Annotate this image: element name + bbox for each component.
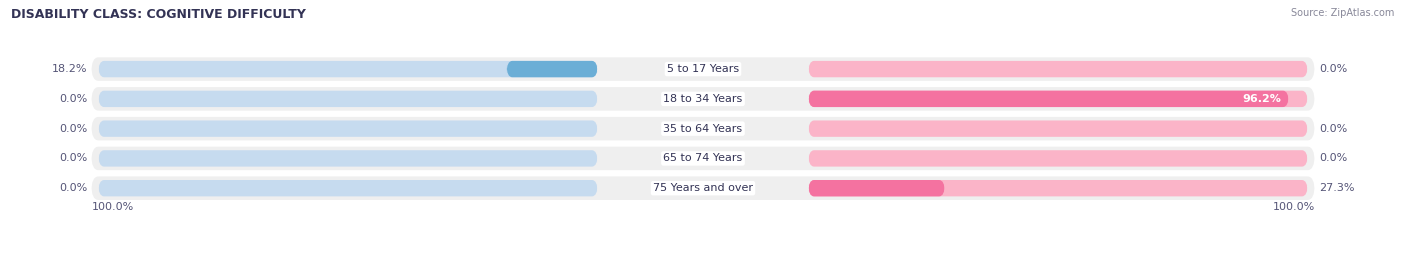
Text: DISABILITY CLASS: COGNITIVE DIFFICULTY: DISABILITY CLASS: COGNITIVE DIFFICULTY <box>11 8 307 21</box>
FancyBboxPatch shape <box>91 87 1315 111</box>
Text: 0.0%: 0.0% <box>1319 64 1347 74</box>
Text: 75 Years and over: 75 Years and over <box>652 183 754 193</box>
FancyBboxPatch shape <box>91 117 1315 140</box>
Text: 0.0%: 0.0% <box>1319 124 1347 134</box>
Text: 0.0%: 0.0% <box>59 124 87 134</box>
FancyBboxPatch shape <box>98 180 598 196</box>
FancyBboxPatch shape <box>808 150 1308 167</box>
Text: 0.0%: 0.0% <box>59 153 87 163</box>
FancyBboxPatch shape <box>91 147 1315 170</box>
FancyBboxPatch shape <box>91 57 1315 81</box>
Text: 18.2%: 18.2% <box>52 64 87 74</box>
FancyBboxPatch shape <box>98 150 598 167</box>
FancyBboxPatch shape <box>506 61 598 77</box>
FancyBboxPatch shape <box>808 180 945 196</box>
FancyBboxPatch shape <box>98 61 598 77</box>
Text: 0.0%: 0.0% <box>59 94 87 104</box>
Text: 5 to 17 Years: 5 to 17 Years <box>666 64 740 74</box>
Text: 65 to 74 Years: 65 to 74 Years <box>664 153 742 163</box>
FancyBboxPatch shape <box>808 61 1308 77</box>
Text: 27.3%: 27.3% <box>1319 183 1354 193</box>
Text: 0.0%: 0.0% <box>1319 153 1347 163</box>
FancyBboxPatch shape <box>98 120 598 137</box>
FancyBboxPatch shape <box>808 120 1308 137</box>
FancyBboxPatch shape <box>808 180 1308 196</box>
Text: 0.0%: 0.0% <box>59 183 87 193</box>
Text: 100.0%: 100.0% <box>91 202 134 212</box>
Text: 35 to 64 Years: 35 to 64 Years <box>664 124 742 134</box>
FancyBboxPatch shape <box>808 91 1308 107</box>
Text: 18 to 34 Years: 18 to 34 Years <box>664 94 742 104</box>
Text: 96.2%: 96.2% <box>1243 94 1282 104</box>
Text: 100.0%: 100.0% <box>1272 202 1315 212</box>
FancyBboxPatch shape <box>98 91 598 107</box>
FancyBboxPatch shape <box>91 176 1315 200</box>
FancyBboxPatch shape <box>808 91 1289 107</box>
Text: Source: ZipAtlas.com: Source: ZipAtlas.com <box>1291 8 1395 18</box>
